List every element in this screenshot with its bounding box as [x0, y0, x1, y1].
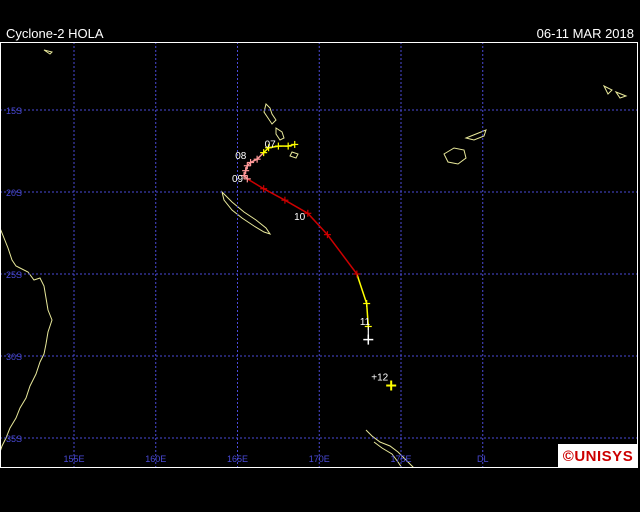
track-point [284, 142, 292, 150]
coastlines [0, 49, 628, 468]
track-point [243, 175, 251, 183]
lat-label: 30S [6, 352, 22, 362]
track-map: 15S 20S 25S 30S 35S 155E 160E 165E 170E 175E DL 07… [0, 42, 638, 468]
day-label: +12 [371, 373, 388, 384]
australia-coastline [0, 227, 53, 453]
track-point [265, 144, 273, 152]
track-point [323, 231, 331, 239]
track-point [242, 167, 250, 175]
track-point [247, 158, 255, 166]
map-frame [0, 42, 638, 468]
day-label: 10 [294, 212, 306, 223]
track-point [363, 300, 371, 308]
track-point [243, 162, 251, 170]
lat-label: 15S [6, 106, 22, 116]
track-point [274, 142, 282, 150]
title-bar: Cyclone-2 HOLA 06-11 MAR 2018 [0, 0, 640, 42]
day-label: 09 [232, 174, 244, 185]
fiji-coast-2 [464, 129, 487, 141]
track-point [304, 209, 312, 217]
day-label: 07 [265, 140, 277, 151]
unisys-logo: ©UNISYS [558, 444, 638, 468]
vanuatu-coast [263, 103, 277, 125]
bottom-bar [0, 468, 640, 512]
storm-title: Cyclone-2 HOLA [6, 26, 104, 41]
tonga-coast [602, 84, 613, 95]
forecast-position-12 [386, 380, 397, 391]
track-point [260, 185, 268, 193]
lon-label: 160E [145, 454, 166, 464]
day-labels: 07 08 09 10 11 +12 [232, 140, 389, 384]
track-point [353, 270, 361, 278]
track-point [253, 155, 261, 163]
lon-label: 155E [63, 454, 84, 464]
solomon-coast [43, 49, 53, 55]
new-caledonia-coast [221, 190, 272, 235]
track-point [260, 149, 268, 157]
track-point [240, 172, 248, 180]
track-segment [356, 273, 368, 304]
graticule [0, 42, 638, 468]
lon-label: 175E [390, 454, 411, 464]
lon-label: 165E [227, 454, 248, 464]
lon-label: 170E [309, 454, 330, 464]
new-zealand-coast [365, 429, 415, 468]
tonga-coast-2 [614, 90, 628, 99]
lat-label: 25S [6, 270, 22, 280]
storm-track [240, 140, 397, 391]
track-point [281, 196, 289, 204]
date-range: 06-11 MAR 2018 [536, 26, 634, 41]
vanuatu-coast-2 [275, 127, 285, 141]
day-label: 11 [360, 317, 371, 328]
fiji-coast [443, 147, 467, 165]
day-label: 08 [235, 151, 247, 162]
track-segment [326, 234, 358, 275]
graticule-labels: 15S 20S 25S 30S 35S 155E 160E 165E 170E 175E DL [6, 106, 489, 464]
track-segment [256, 152, 265, 160]
forecast-point [363, 334, 374, 345]
track-segment [307, 212, 328, 236]
track-segment [365, 303, 370, 327]
track-segment [284, 199, 309, 214]
lat-label: 20S [6, 188, 22, 198]
track-point [291, 140, 299, 148]
new-zealand-coast-2 [373, 441, 403, 468]
vanuatu-coast-3 [289, 151, 299, 159]
track-segment [263, 188, 286, 201]
track-segment [263, 147, 270, 154]
lon-label: DL [477, 454, 489, 464]
track-segment [246, 178, 265, 190]
lat-label: 35S [6, 434, 22, 444]
